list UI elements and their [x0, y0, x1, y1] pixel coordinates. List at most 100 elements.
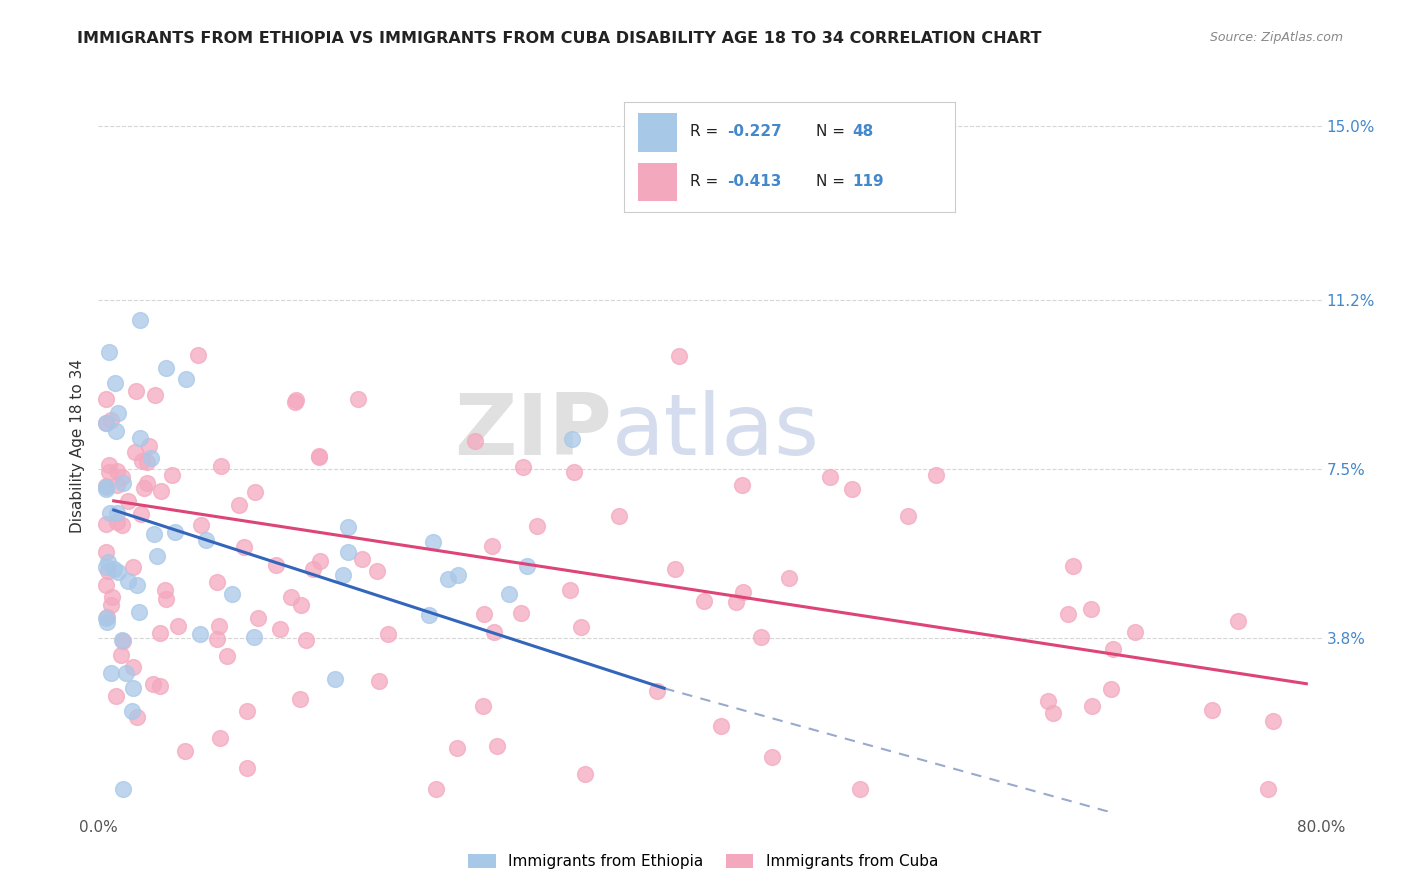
Point — [609, 509, 631, 524]
Point — [437, 572, 460, 586]
Point — [724, 595, 747, 609]
Point — [148, 679, 170, 693]
Point — [562, 465, 585, 479]
Point — [352, 552, 374, 566]
Point — [100, 506, 122, 520]
Point — [94, 479, 117, 493]
Point — [136, 455, 159, 469]
Point — [498, 587, 520, 601]
Point — [337, 520, 360, 534]
Point — [98, 345, 121, 359]
Point — [285, 392, 308, 407]
Point — [94, 416, 117, 430]
Point — [731, 478, 754, 492]
Point — [94, 517, 117, 532]
Point — [97, 555, 120, 569]
Point — [645, 684, 668, 698]
Point — [418, 607, 440, 622]
Point — [235, 761, 257, 775]
Point — [472, 698, 495, 713]
Point — [121, 559, 143, 574]
Point — [138, 439, 160, 453]
Point — [96, 578, 118, 592]
Point — [1057, 607, 1080, 621]
Point — [309, 554, 332, 568]
Point — [146, 549, 169, 563]
Point — [163, 524, 186, 539]
Point — [308, 450, 330, 464]
Point — [104, 689, 127, 703]
Point — [207, 632, 229, 647]
Point — [446, 741, 468, 756]
Point — [512, 460, 534, 475]
Point — [167, 619, 190, 633]
Point — [422, 534, 444, 549]
Point — [1102, 642, 1125, 657]
Point — [104, 425, 127, 439]
Point — [131, 507, 153, 521]
Point — [1227, 614, 1250, 628]
Point — [346, 392, 368, 406]
Point — [332, 568, 354, 582]
Point — [112, 475, 135, 490]
Point — [111, 517, 134, 532]
Point — [215, 648, 238, 663]
Point — [94, 416, 117, 430]
Text: IMMIGRANTS FROM ETHIOPIA VS IMMIGRANTS FROM CUBA DISABILITY AGE 18 TO 34 CORRELA: IMMIGRANTS FROM ETHIOPIA VS IMMIGRANTS F… — [77, 31, 1042, 46]
Point — [294, 632, 316, 647]
Point — [1201, 702, 1223, 716]
Point — [574, 767, 596, 781]
Point — [132, 482, 155, 496]
Point — [117, 574, 139, 588]
Point — [668, 349, 690, 363]
Point — [841, 482, 863, 496]
Point — [1257, 781, 1279, 796]
Point — [474, 607, 496, 621]
Text: ZIP: ZIP — [454, 390, 612, 473]
Point — [110, 648, 132, 663]
Point — [308, 449, 330, 463]
Point — [128, 431, 150, 445]
Point — [290, 691, 312, 706]
Point — [96, 610, 118, 624]
Text: Source: ZipAtlas.com: Source: ZipAtlas.com — [1209, 31, 1343, 45]
Point — [155, 361, 177, 376]
Point — [125, 710, 148, 724]
Point — [105, 478, 128, 492]
Point — [425, 781, 447, 796]
Point — [377, 627, 399, 641]
Point — [290, 598, 312, 612]
Point — [464, 434, 486, 449]
Point — [526, 519, 548, 533]
Point — [96, 615, 118, 629]
Point — [509, 606, 531, 620]
Point — [337, 545, 360, 559]
Point — [664, 562, 686, 576]
Point — [125, 384, 148, 399]
Point — [100, 666, 122, 681]
Point — [107, 406, 129, 420]
Point — [246, 611, 269, 625]
Text: atlas: atlas — [612, 390, 820, 473]
Point — [749, 631, 772, 645]
Point — [486, 739, 509, 753]
Legend: Immigrants from Ethiopia, Immigrants from Cuba: Immigrants from Ethiopia, Immigrants fro… — [463, 848, 943, 875]
Point — [105, 465, 128, 479]
Point — [481, 540, 503, 554]
Point — [94, 610, 117, 624]
Point — [94, 560, 117, 574]
Point — [121, 681, 143, 695]
Point — [135, 475, 157, 490]
Point — [107, 565, 129, 579]
Point — [104, 376, 127, 390]
Point — [188, 627, 211, 641]
Point — [208, 731, 231, 745]
Point — [269, 622, 291, 636]
Point — [121, 704, 143, 718]
Point — [209, 459, 232, 474]
Point — [1081, 698, 1104, 713]
Point — [1036, 693, 1059, 707]
Point — [778, 570, 800, 584]
Point — [100, 412, 122, 426]
Point — [366, 564, 388, 578]
